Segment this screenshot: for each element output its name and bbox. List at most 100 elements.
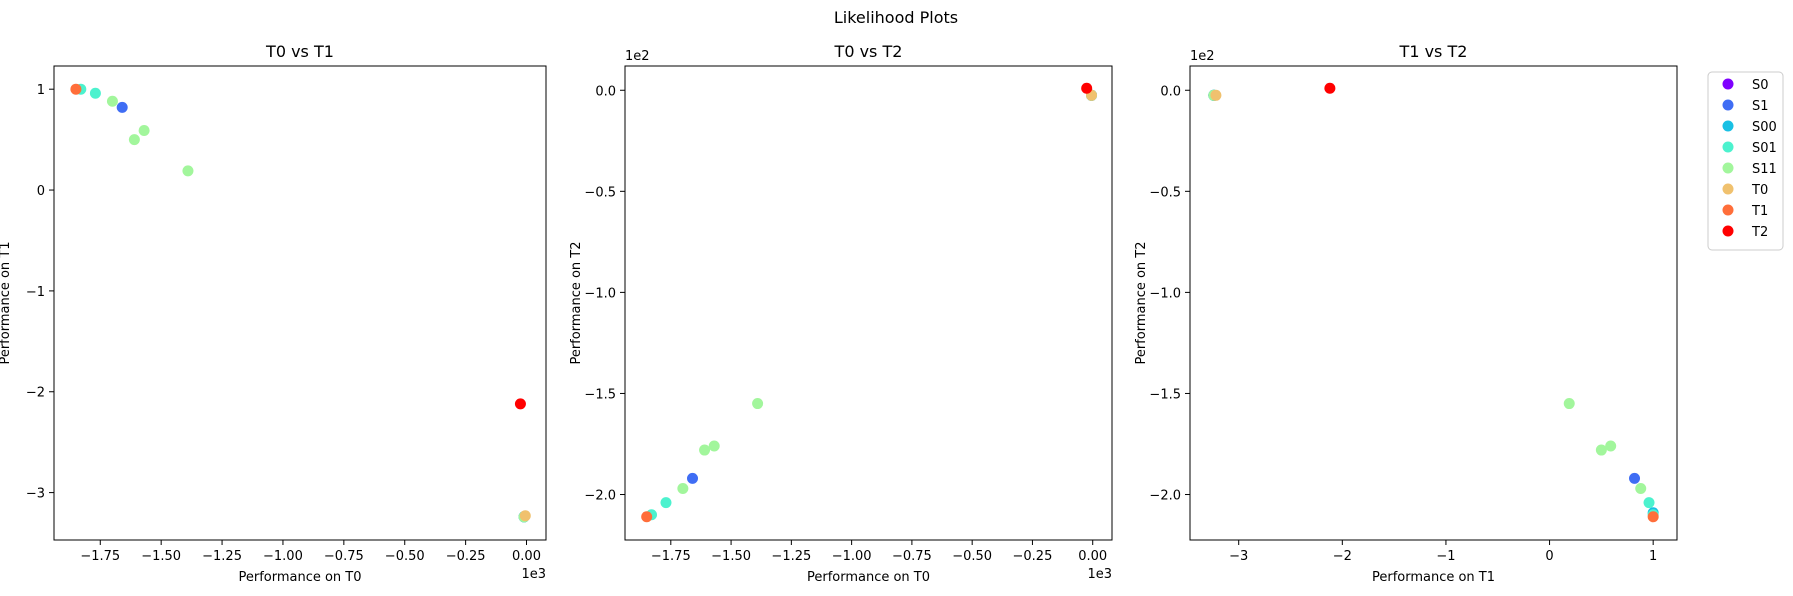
y-offset-text: 1e2 [1190,49,1215,64]
x-offset-text: 1e3 [521,567,546,582]
y-tick-label: −1.5 [584,387,616,402]
x-tick-label: −1.25 [771,549,811,564]
point-s11 [182,165,194,177]
panel-title: T0 vs T1 [265,42,334,61]
legend-label-s11: S11 [1752,162,1777,177]
legend-label-s0: S0 [1752,78,1769,93]
legend-marker-s01 [1722,141,1734,153]
axes-frame [53,65,547,541]
axes-frame [624,65,1113,541]
legend-marker-s1 [1722,99,1734,111]
point-s11 [1595,444,1607,456]
x-tick-label: 1 [1649,549,1657,564]
y-tick-label: −2 [26,386,45,401]
y-tick-label: −2.0 [1149,489,1181,504]
legend-marker-t1 [1722,204,1734,216]
x-tick-label: 0.00 [512,549,541,564]
legend-label-s01: S01 [1752,141,1777,156]
point-s01 [1643,497,1655,509]
figure-title: Likelihood Plots [834,8,958,27]
point-s11 [106,95,118,107]
y-axis-label: Performance on T2 [569,241,584,364]
x-tick-label: −0.75 [892,549,932,564]
point-s1 [1629,472,1641,484]
x-tick-label: −1.00 [832,549,872,564]
y-tick-label: 0.0 [595,84,616,99]
x-tick-label: −0.25 [446,549,486,564]
point-t2 [1324,82,1336,94]
x-axis-label: Performance on T1 [1372,570,1495,585]
y-tick-label: 1 [37,83,45,98]
point-s11 [128,134,140,146]
legend-marker-s11 [1722,162,1734,174]
point-s11 [708,440,720,452]
x-tick-label: 0.00 [1078,549,1107,564]
point-s11 [677,482,689,494]
panel-2: −1.75 −1.50 −1.25 −1.00 −0.75 −0.50 −0.25 0.00 −… [569,42,1113,585]
point-t2 [514,398,526,410]
y-tick-label: −3 [26,487,45,502]
y-tick-label: 0.0 [1160,84,1181,99]
y-tick-label: −1.0 [584,286,616,301]
panel-title: T0 vs T2 [834,42,903,61]
x-tick-label: −1.00 [263,549,303,564]
x-tick-label: −2 [1333,549,1352,564]
legend: S0 S1 S00 S01 S11 T0 T1 T2 [1707,71,1784,251]
scatter-points [70,83,531,523]
point-t1 [641,511,653,523]
x-tick-label: −1 [1436,549,1455,564]
point-s1 [687,472,699,484]
y-tick-label: −1 [26,285,45,300]
panel-3: −3 −2 −1 0 1 −2.0 −1.5 −1.0 −0.5 0.0 1e2 T1 vs T2 Pe… [1134,42,1678,585]
point-s11 [1635,482,1647,494]
legend-label-s1: S1 [1752,99,1769,114]
x-tick-label: −0.50 [952,549,992,564]
y-tick-label: −2.0 [584,489,616,504]
point-s1 [116,101,128,113]
x-tick-label: −1.75 [80,549,120,564]
x-axis-label: Performance on T0 [807,570,930,585]
x-tick-label: −0.50 [385,549,425,564]
legend-label-s00: S00 [1752,120,1777,135]
point-s11 [138,125,150,137]
x-axis-label: Performance on T0 [238,570,361,585]
y-offset-text: 1e2 [625,49,650,64]
point-t1 [1647,511,1659,523]
x-offset-text: 1e3 [1087,567,1112,582]
y-tick-label: −1.0 [1149,286,1181,301]
y-tick-label: −0.5 [584,185,616,200]
point-s11 [1605,440,1617,452]
scatter-points [1208,82,1659,523]
x-tick-label: −1.25 [202,549,242,564]
legend-marker-s0 [1722,78,1734,90]
x-tick-label: −0.75 [324,549,364,564]
x-tick-label: −1.50 [711,549,751,564]
y-axis-label: Performance on T1 [0,241,13,364]
point-t0 [519,510,531,522]
x-tick-label: −0.25 [1013,549,1053,564]
legend-marker-t2 [1722,225,1734,237]
panel-1: −1.75 −1.50 −1.25 −1.00 −0.75 −0.50 −0.25 0.00 −… [0,42,547,585]
point-t1 [70,83,82,95]
scatter-points [641,82,1098,523]
y-tick-label: 0 [37,184,45,199]
legend-label-t0: T0 [1751,183,1768,198]
legend-label-t1: T1 [1751,204,1768,219]
point-s11 [752,398,764,410]
point-s11 [699,444,711,456]
x-tick-label: 0 [1545,549,1553,564]
point-s01 [660,497,672,509]
point-s11 [1563,398,1575,410]
point-t2 [1081,82,1093,94]
legend-box [1707,71,1784,251]
legend-marker-t0 [1722,183,1734,195]
axes-frame [1189,65,1678,541]
point-s01 [89,87,101,99]
panel-title: T1 vs T2 [1399,42,1468,61]
x-tick-label: −3 [1229,549,1248,564]
legend-marker-s00 [1722,120,1734,132]
point-t0 [1210,89,1222,101]
legend-label-t2: T2 [1751,225,1768,240]
